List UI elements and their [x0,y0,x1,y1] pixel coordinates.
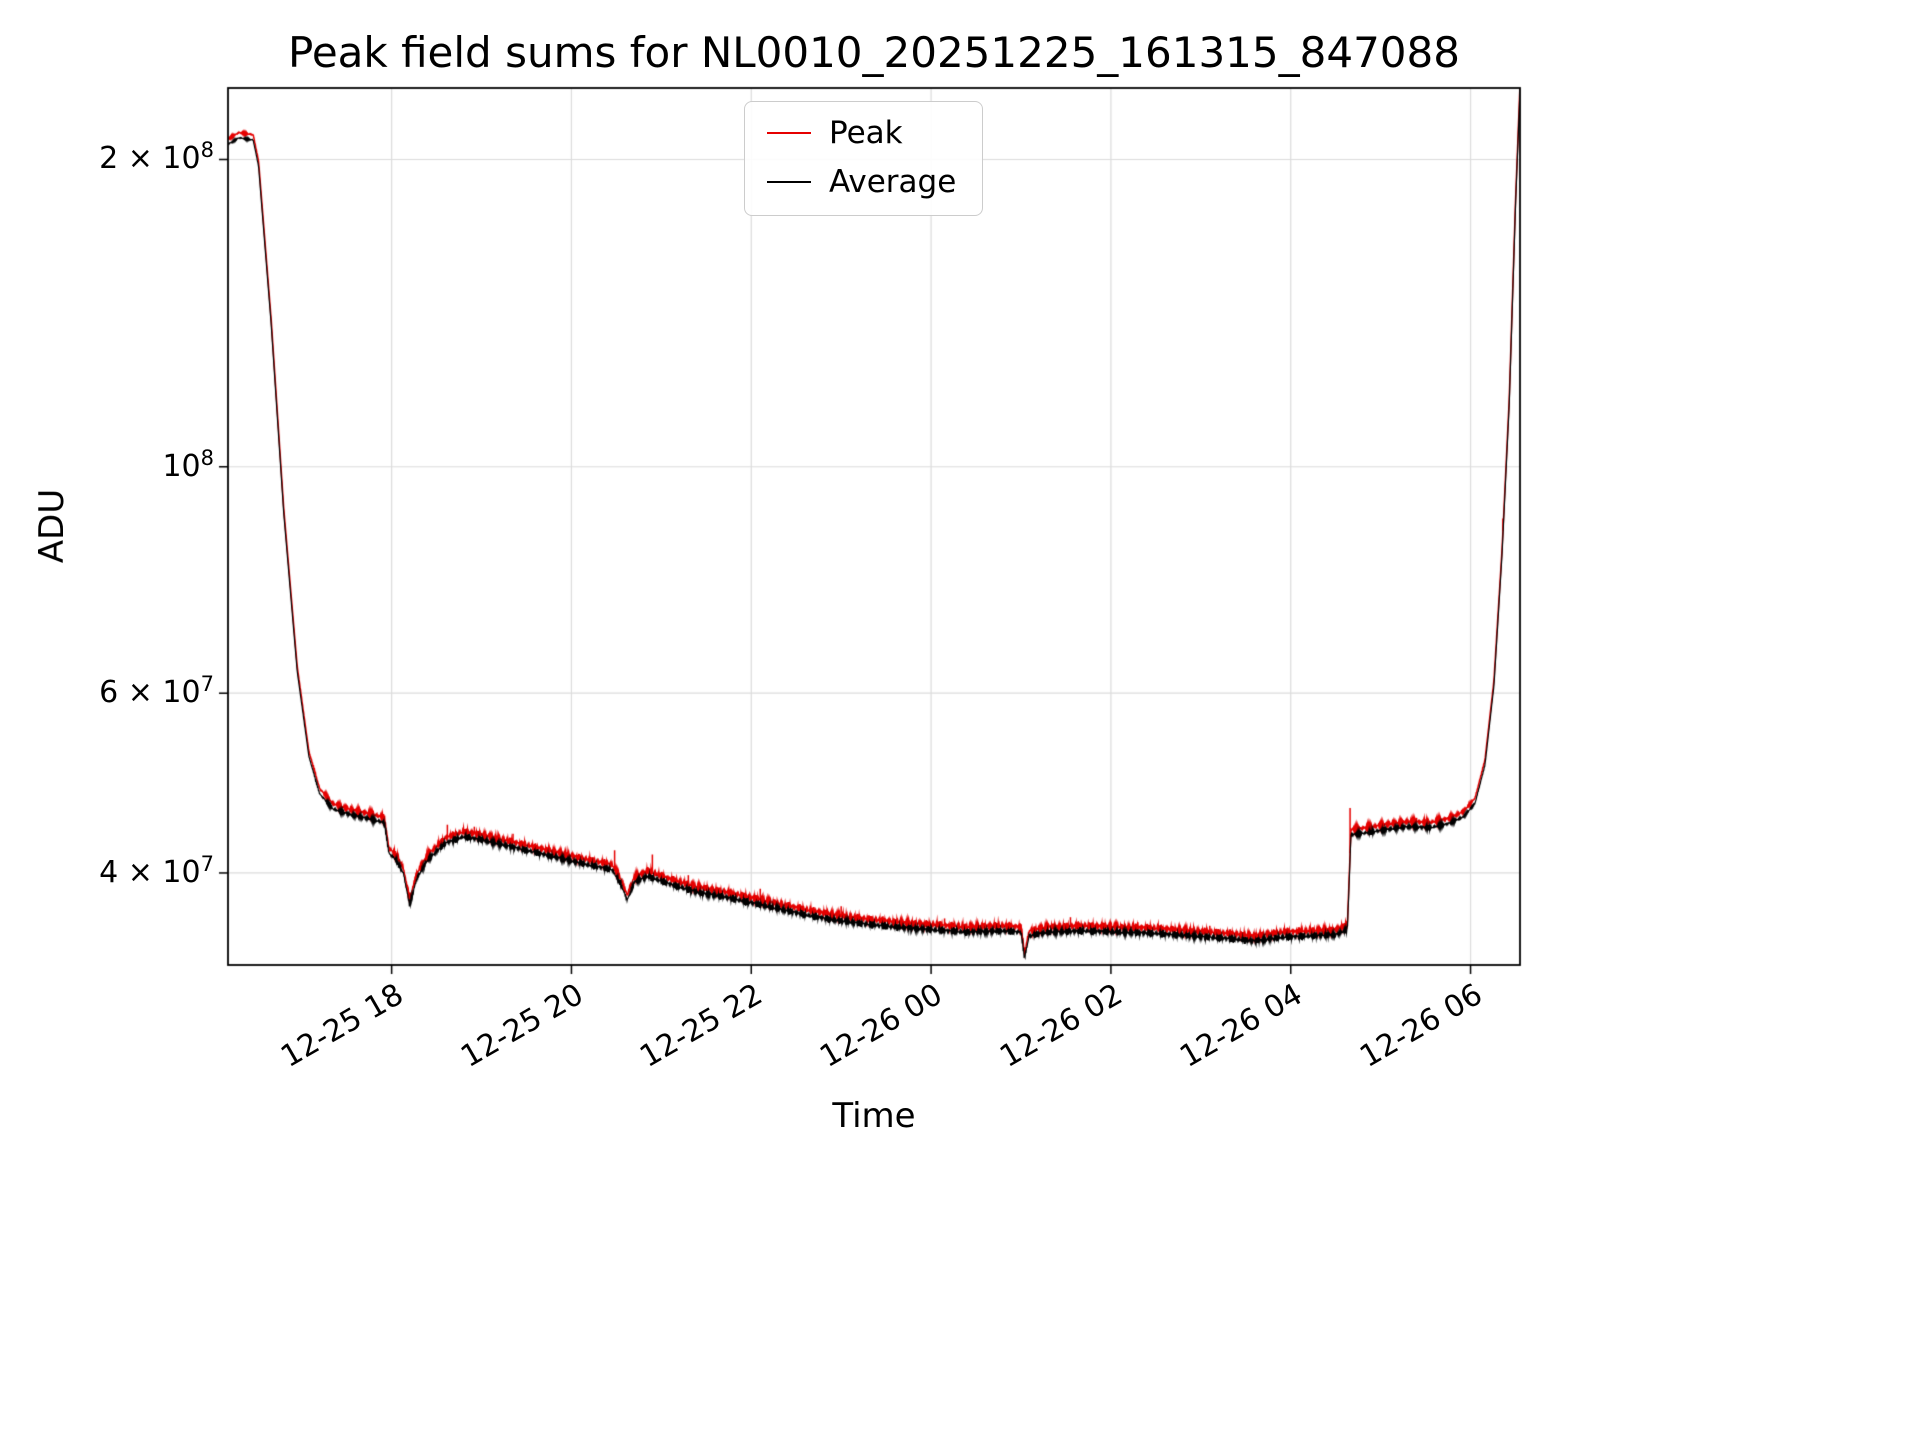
average-line-swatch [767,181,811,184]
legend: Peak Average [744,101,984,217]
y-tick-label: 108 [162,445,214,484]
legend-item-average: Average [767,165,956,199]
legend-label-average: Average [829,164,957,201]
y-axis-label: ADU [32,488,72,564]
legend-item-peak: Peak [767,116,956,150]
chart-title: Peak field sums for NL0010_20251225_1613… [288,28,1460,77]
peak-line-swatch [767,132,811,135]
y-tick-label: 6 × 107 [99,672,214,711]
y-tick-label: 2 × 108 [99,138,214,177]
y-tick-label: 4 × 107 [99,852,214,891]
legend-label-peak: Peak [829,115,903,151]
x-axis-label: Time [832,1096,916,1136]
